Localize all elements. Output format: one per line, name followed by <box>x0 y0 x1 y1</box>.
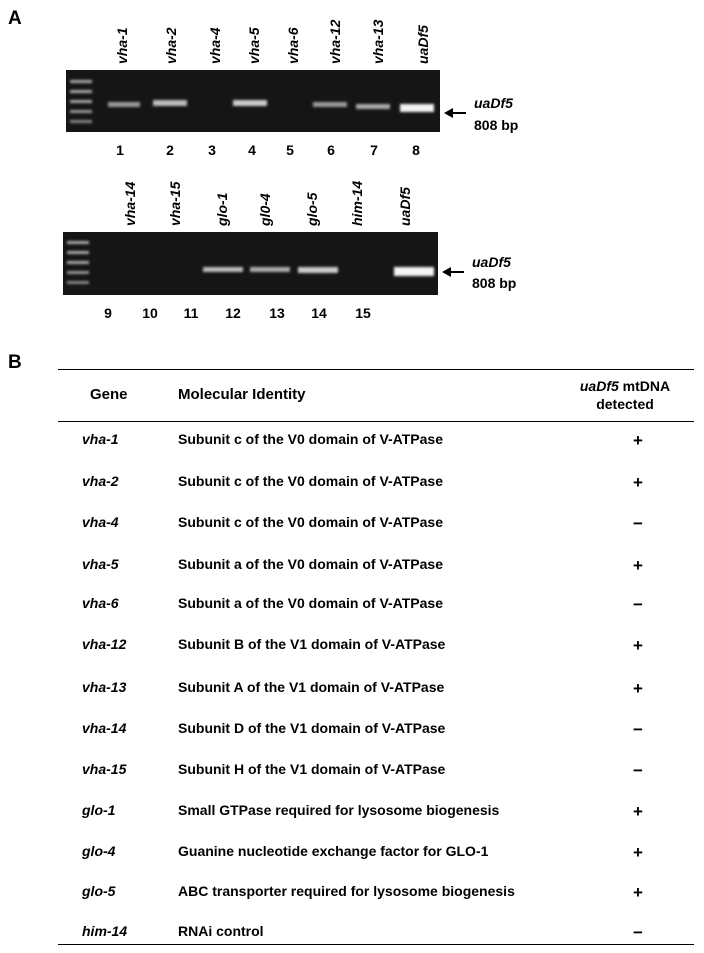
gel-image <box>63 232 438 295</box>
lane-number: 14 <box>311 305 327 321</box>
header-text: mtDNA <box>618 378 671 394</box>
rule <box>58 369 694 370</box>
identity-cell: Subunit H of the V1 domain of V-ATPase <box>178 761 446 777</box>
lane-number: 15 <box>355 305 371 321</box>
identity-cell: Subunit A of the V1 domain of V-ATPase <box>178 679 445 695</box>
lane-number: 5 <box>286 142 294 158</box>
lane-number: 6 <box>327 142 335 158</box>
gene-cell: him-14 <box>82 923 128 939</box>
identity-cell: Subunit c of the V0 domain of V-ATPase <box>178 431 443 447</box>
detected-cell: + <box>633 556 643 575</box>
lane-label: vha-5 <box>246 27 262 64</box>
detected-cell: + <box>633 843 643 862</box>
lane-number: 11 <box>184 305 199 321</box>
lane-number: 9 <box>104 305 112 321</box>
detected-cell: − <box>633 514 643 533</box>
lane-label: him-14 <box>349 181 365 226</box>
lane-number: 2 <box>166 142 174 158</box>
header-cell: Molecular Identity <box>178 386 306 403</box>
gene-cell: vha-1 <box>82 431 119 447</box>
gene-cell: vha-12 <box>82 636 127 652</box>
detected-cell: + <box>633 883 643 902</box>
band-size: 808 bp <box>474 117 518 133</box>
identity-cell: ABC transporter required for lysosome bi… <box>178 883 515 899</box>
detected-cell: + <box>633 679 643 698</box>
identity-cell: Subunit c of the V0 domain of V-ATPase <box>178 473 443 489</box>
detected-cell: + <box>633 431 643 450</box>
lane-number: 8 <box>412 142 420 158</box>
header-text: detected <box>596 396 654 412</box>
header-cell: Gene <box>90 386 128 403</box>
detected-cell: − <box>633 761 643 780</box>
gene-cell: glo-1 <box>82 802 116 818</box>
identity-cell: Subunit a of the V0 domain of V-ATPase <box>178 556 443 572</box>
lane-label: vha-12 <box>327 19 343 64</box>
identity-cell: Subunit B of the V1 domain of V-ATPase <box>178 636 446 652</box>
lane-number: 4 <box>248 142 256 158</box>
identity-cell: Subunit D of the V1 domain of V-ATPase <box>178 720 446 736</box>
gene-cell: vha-2 <box>82 473 119 489</box>
gene-cell: vha-15 <box>82 761 127 777</box>
lane-label: glo-5 <box>304 192 320 227</box>
lane-label: vha-6 <box>285 27 301 64</box>
lane-number: 10 <box>142 305 158 321</box>
identity-cell: RNAi control <box>178 923 264 939</box>
arrow-head <box>444 108 453 118</box>
detected-cell: + <box>633 473 643 492</box>
identity-cell: Small GTPase required for lysosome bioge… <box>178 802 500 818</box>
panel-label: B <box>8 352 22 373</box>
lane-number: 13 <box>269 305 285 321</box>
lane-label: vha-2 <box>163 27 179 64</box>
gene-cell: vha-6 <box>82 595 119 611</box>
lane-label: gl0-4 <box>257 193 273 227</box>
header-text: uaDf5 <box>579 378 619 394</box>
identity-cell: Subunit c of the V0 domain of V-ATPase <box>178 514 443 530</box>
lane-label: uaDf5 <box>415 25 431 64</box>
lane-label: vha-1 <box>114 27 130 64</box>
panel-label: A <box>8 8 22 29</box>
gel-bands <box>70 80 434 123</box>
gel-panel: A uaDf5 808 bp uaDf5 808 bp vha-1 vha-2 vh… <box>8 8 518 321</box>
gene-cell: vha-4 <box>82 514 119 530</box>
lane-label: vha-13 <box>370 19 386 64</box>
identity-cell: Subunit a of the V0 domain of V-ATPase <box>178 595 443 611</box>
gene-cell: vha-14 <box>82 720 127 736</box>
gene-cell: glo-4 <box>82 843 116 859</box>
detected-cell: + <box>633 636 643 655</box>
lane-number: 7 <box>370 142 378 158</box>
arrow-head <box>442 267 451 277</box>
lane-label: uaDf5 <box>397 187 413 226</box>
band-name: uaDf5 <box>472 254 511 270</box>
band-size: 808 bp <box>472 275 516 291</box>
rule <box>58 421 694 422</box>
detected-cell: − <box>633 720 643 739</box>
band-name: uaDf5 <box>474 95 513 111</box>
detected-cell: + <box>633 802 643 821</box>
gene-cell: glo-5 <box>82 883 116 899</box>
lane-number: 3 <box>208 142 216 158</box>
lane-label: vha-4 <box>207 27 223 64</box>
lane-label: glo-1 <box>214 192 230 227</box>
gel-bands <box>67 241 434 284</box>
gene-cell: vha-5 <box>82 556 119 572</box>
lane-label: vha-14 <box>122 181 138 226</box>
rule <box>58 944 694 945</box>
lane-label: vha-15 <box>167 181 183 226</box>
detected-cell: − <box>633 595 643 614</box>
lane-number: 12 <box>225 305 241 321</box>
lane-number: 1 <box>116 142 124 158</box>
detected-cell: − <box>633 923 643 942</box>
header-cell: uaDf5 mtDNA detected <box>570 377 680 413</box>
identity-cell: Guanine nucleotide exchange factor for G… <box>178 843 489 859</box>
gene-cell: vha-13 <box>82 679 127 695</box>
